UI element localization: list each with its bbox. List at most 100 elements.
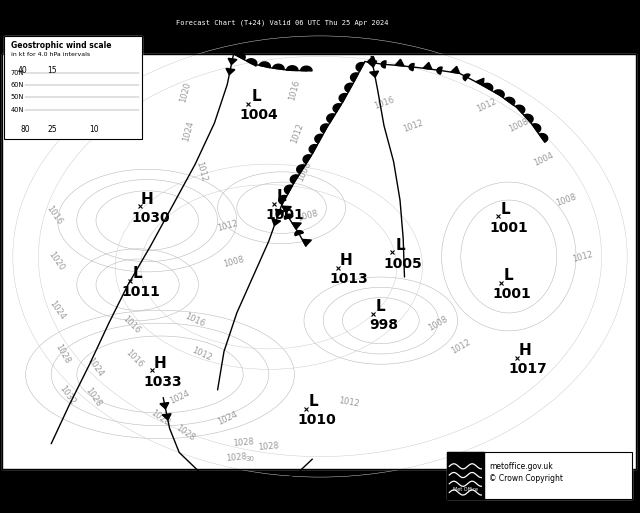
Text: 1004: 1004 (240, 108, 278, 122)
Text: 1020: 1020 (179, 81, 193, 104)
Polygon shape (532, 124, 541, 132)
Text: 1020: 1020 (47, 250, 66, 273)
Text: Met Office: Met Office (452, 487, 478, 492)
Text: 1012: 1012 (338, 397, 360, 409)
Polygon shape (327, 114, 335, 123)
Text: in kt for 4.0 hPa intervals: in kt for 4.0 hPa intervals (11, 52, 90, 57)
Polygon shape (272, 219, 280, 226)
Text: 1016: 1016 (184, 312, 207, 329)
Text: 1012: 1012 (290, 122, 305, 145)
Text: L: L (308, 394, 319, 409)
Polygon shape (381, 61, 386, 68)
Bar (447, 452, 632, 499)
Polygon shape (437, 67, 442, 74)
Polygon shape (282, 206, 291, 213)
Bar (447, 452, 484, 499)
Polygon shape (295, 231, 303, 235)
Text: 1016: 1016 (120, 313, 142, 335)
Text: H: H (518, 343, 531, 358)
Text: 1028: 1028 (174, 424, 197, 443)
Polygon shape (235, 52, 245, 60)
Text: 30: 30 (245, 456, 254, 462)
Polygon shape (284, 185, 292, 194)
Text: 1024: 1024 (182, 120, 196, 142)
Text: 1012: 1012 (571, 249, 594, 264)
Polygon shape (292, 223, 301, 229)
Polygon shape (367, 56, 376, 63)
Text: 1001: 1001 (493, 287, 531, 302)
Text: 1028: 1028 (148, 408, 172, 428)
Polygon shape (483, 83, 493, 91)
Text: L: L (251, 89, 261, 104)
Text: 1012: 1012 (195, 161, 209, 183)
Text: 15: 15 (47, 66, 58, 75)
Text: L: L (132, 266, 143, 281)
Polygon shape (284, 214, 293, 219)
Polygon shape (273, 64, 284, 70)
Text: 1024: 1024 (48, 299, 67, 322)
Text: 1012: 1012 (401, 118, 424, 133)
Bar (2, 54, 636, 469)
Text: L: L (376, 299, 386, 314)
Text: 1016: 1016 (124, 348, 145, 370)
Polygon shape (278, 195, 287, 204)
Polygon shape (291, 175, 299, 184)
Polygon shape (276, 209, 284, 215)
Polygon shape (524, 114, 533, 123)
Text: 50N: 50N (11, 94, 24, 101)
Text: 1016: 1016 (372, 95, 396, 110)
Text: H: H (154, 356, 166, 371)
Text: 1008: 1008 (555, 192, 578, 208)
Polygon shape (463, 74, 470, 81)
Text: 1024: 1024 (216, 409, 239, 427)
Text: 1008: 1008 (222, 254, 245, 269)
Polygon shape (259, 62, 270, 68)
Polygon shape (309, 145, 317, 153)
Polygon shape (516, 105, 525, 113)
Text: 1010: 1010 (298, 413, 336, 427)
Text: L: L (395, 238, 405, 253)
Text: 998: 998 (369, 318, 399, 332)
Polygon shape (333, 104, 341, 112)
Text: H: H (141, 191, 154, 207)
Bar (4, 36, 142, 139)
Text: 1008: 1008 (427, 314, 450, 332)
Text: 1033: 1033 (144, 374, 182, 389)
Polygon shape (370, 71, 378, 77)
Polygon shape (423, 63, 432, 69)
Text: L: L (500, 202, 511, 217)
Text: 1008: 1008 (507, 117, 530, 134)
Polygon shape (505, 97, 515, 105)
Polygon shape (351, 73, 358, 82)
Text: L: L (504, 268, 514, 284)
Text: 1013: 1013 (330, 272, 368, 286)
Text: 1012: 1012 (449, 337, 472, 356)
Polygon shape (226, 68, 235, 75)
Text: 1028: 1028 (232, 437, 254, 448)
Polygon shape (303, 155, 312, 164)
Polygon shape (409, 64, 414, 71)
Text: 40N: 40N (11, 107, 24, 113)
Text: 1004: 1004 (532, 150, 556, 168)
Text: 1024: 1024 (85, 356, 104, 378)
Text: 1001: 1001 (490, 221, 528, 235)
Text: metoffice.gov.uk: metoffice.gov.uk (489, 462, 553, 471)
Text: 1012: 1012 (216, 219, 239, 233)
Polygon shape (476, 78, 484, 86)
Text: 10: 10 (89, 125, 99, 134)
Text: 1016: 1016 (45, 204, 64, 227)
Polygon shape (301, 66, 312, 71)
Text: 1001: 1001 (266, 208, 304, 222)
Polygon shape (302, 240, 311, 246)
Text: 1024: 1024 (168, 389, 191, 406)
Polygon shape (160, 403, 169, 409)
Text: 1028: 1028 (54, 343, 72, 365)
Text: 40: 40 (17, 66, 28, 75)
Polygon shape (395, 59, 404, 66)
Text: 1030: 1030 (131, 210, 170, 225)
Text: 60N: 60N (11, 82, 24, 88)
Text: H: H (339, 253, 352, 268)
Text: Geostrophic wind scale: Geostrophic wind scale (11, 41, 111, 50)
Text: 1008: 1008 (296, 161, 312, 183)
Text: 1028: 1028 (83, 386, 102, 409)
